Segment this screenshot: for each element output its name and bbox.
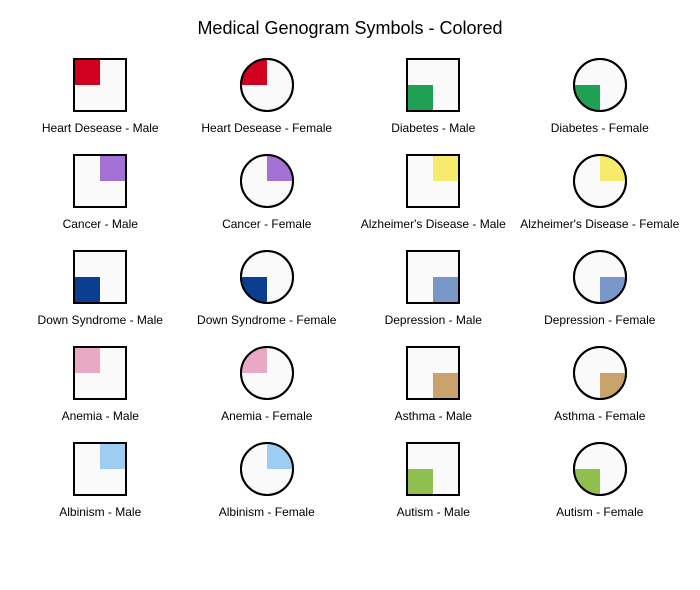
symbol-grid: Heart Desease - Male Heart Desease - Fema… — [20, 57, 680, 519]
legend-label: Cancer - Male — [63, 217, 138, 231]
asthma-male-icon — [405, 345, 461, 401]
legend-cell: Cancer - Male — [20, 153, 181, 231]
legend-label: Asthma - Male — [395, 409, 472, 423]
albinism-female-icon — [239, 441, 295, 497]
legend-cell: Albinism - Female — [187, 441, 348, 519]
legend-cell: Alzheimer's Disease - Male — [353, 153, 514, 231]
legend-cell: Heart Desease - Male — [20, 57, 181, 135]
quadrant-fill — [100, 155, 126, 181]
legend-label: Anemia - Male — [62, 409, 139, 423]
legend-label: Alzheimer's Disease - Female — [520, 217, 679, 231]
genogram-legend: Medical Genogram Symbols - Colored Heart… — [0, 0, 700, 539]
legend-cell: Autism - Female — [520, 441, 681, 519]
quadrant-fill — [407, 469, 433, 495]
legend-label: Heart Desease - Female — [201, 121, 332, 135]
quadrant-fill — [407, 85, 433, 111]
legend-cell: Cancer - Female — [187, 153, 348, 231]
asthma-female-icon — [572, 345, 628, 401]
quadrant-fill — [433, 373, 459, 399]
legend-cell: Anemia - Female — [187, 345, 348, 423]
legend-label: Albinism - Male — [59, 505, 141, 519]
legend-label: Autism - Male — [397, 505, 470, 519]
legend-cell: Down Syndrome - Male — [20, 249, 181, 327]
legend-cell: Depression - Male — [353, 249, 514, 327]
cancer-male-icon — [72, 153, 128, 209]
legend-cell: Asthma - Male — [353, 345, 514, 423]
page-title: Medical Genogram Symbols - Colored — [20, 18, 680, 39]
diabetes-female-icon — [572, 57, 628, 113]
legend-cell: Down Syndrome - Female — [187, 249, 348, 327]
legend-cell: Diabetes - Female — [520, 57, 681, 135]
legend-cell: Autism - Male — [353, 441, 514, 519]
legend-label: Heart Desease - Male — [42, 121, 159, 135]
down-syndrome-male-icon — [72, 249, 128, 305]
legend-cell: Anemia - Male — [20, 345, 181, 423]
legend-cell: Depression - Female — [520, 249, 681, 327]
legend-label: Autism - Female — [556, 505, 643, 519]
autism-male-icon — [405, 441, 461, 497]
legend-label: Asthma - Female — [554, 409, 645, 423]
legend-label: Diabetes - Female — [551, 121, 649, 135]
legend-label: Diabetes - Male — [391, 121, 475, 135]
diabetes-male-icon — [405, 57, 461, 113]
legend-label: Down Syndrome - Male — [38, 313, 163, 327]
alzheimer-s-disease-male-icon — [405, 153, 461, 209]
legend-label: Down Syndrome - Female — [197, 313, 336, 327]
legend-label: Albinism - Female — [219, 505, 315, 519]
down-syndrome-female-icon — [239, 249, 295, 305]
heart-desease-female-icon — [239, 57, 295, 113]
quadrant-fill — [74, 347, 100, 373]
legend-label: Cancer - Female — [222, 217, 311, 231]
legend-cell: Diabetes - Male — [353, 57, 514, 135]
quadrant-fill — [433, 155, 459, 181]
cancer-female-icon — [239, 153, 295, 209]
anemia-male-icon — [72, 345, 128, 401]
legend-cell: Alzheimer's Disease - Female — [520, 153, 681, 231]
quadrant-fill — [100, 443, 126, 469]
anemia-female-icon — [239, 345, 295, 401]
depression-male-icon — [405, 249, 461, 305]
quadrant-fill — [433, 277, 459, 303]
legend-cell: Heart Desease - Female — [187, 57, 348, 135]
quadrant-fill — [74, 59, 100, 85]
albinism-male-icon — [72, 441, 128, 497]
legend-cell: Asthma - Female — [520, 345, 681, 423]
quadrant-fill — [74, 277, 100, 303]
alzheimer-s-disease-female-icon — [572, 153, 628, 209]
legend-label: Alzheimer's Disease - Male — [361, 217, 506, 231]
legend-label: Anemia - Female — [221, 409, 312, 423]
depression-female-icon — [572, 249, 628, 305]
legend-label: Depression - Male — [385, 313, 482, 327]
legend-cell: Albinism - Male — [20, 441, 181, 519]
autism-female-icon — [572, 441, 628, 497]
legend-label: Depression - Female — [544, 313, 655, 327]
heart-desease-male-icon — [72, 57, 128, 113]
